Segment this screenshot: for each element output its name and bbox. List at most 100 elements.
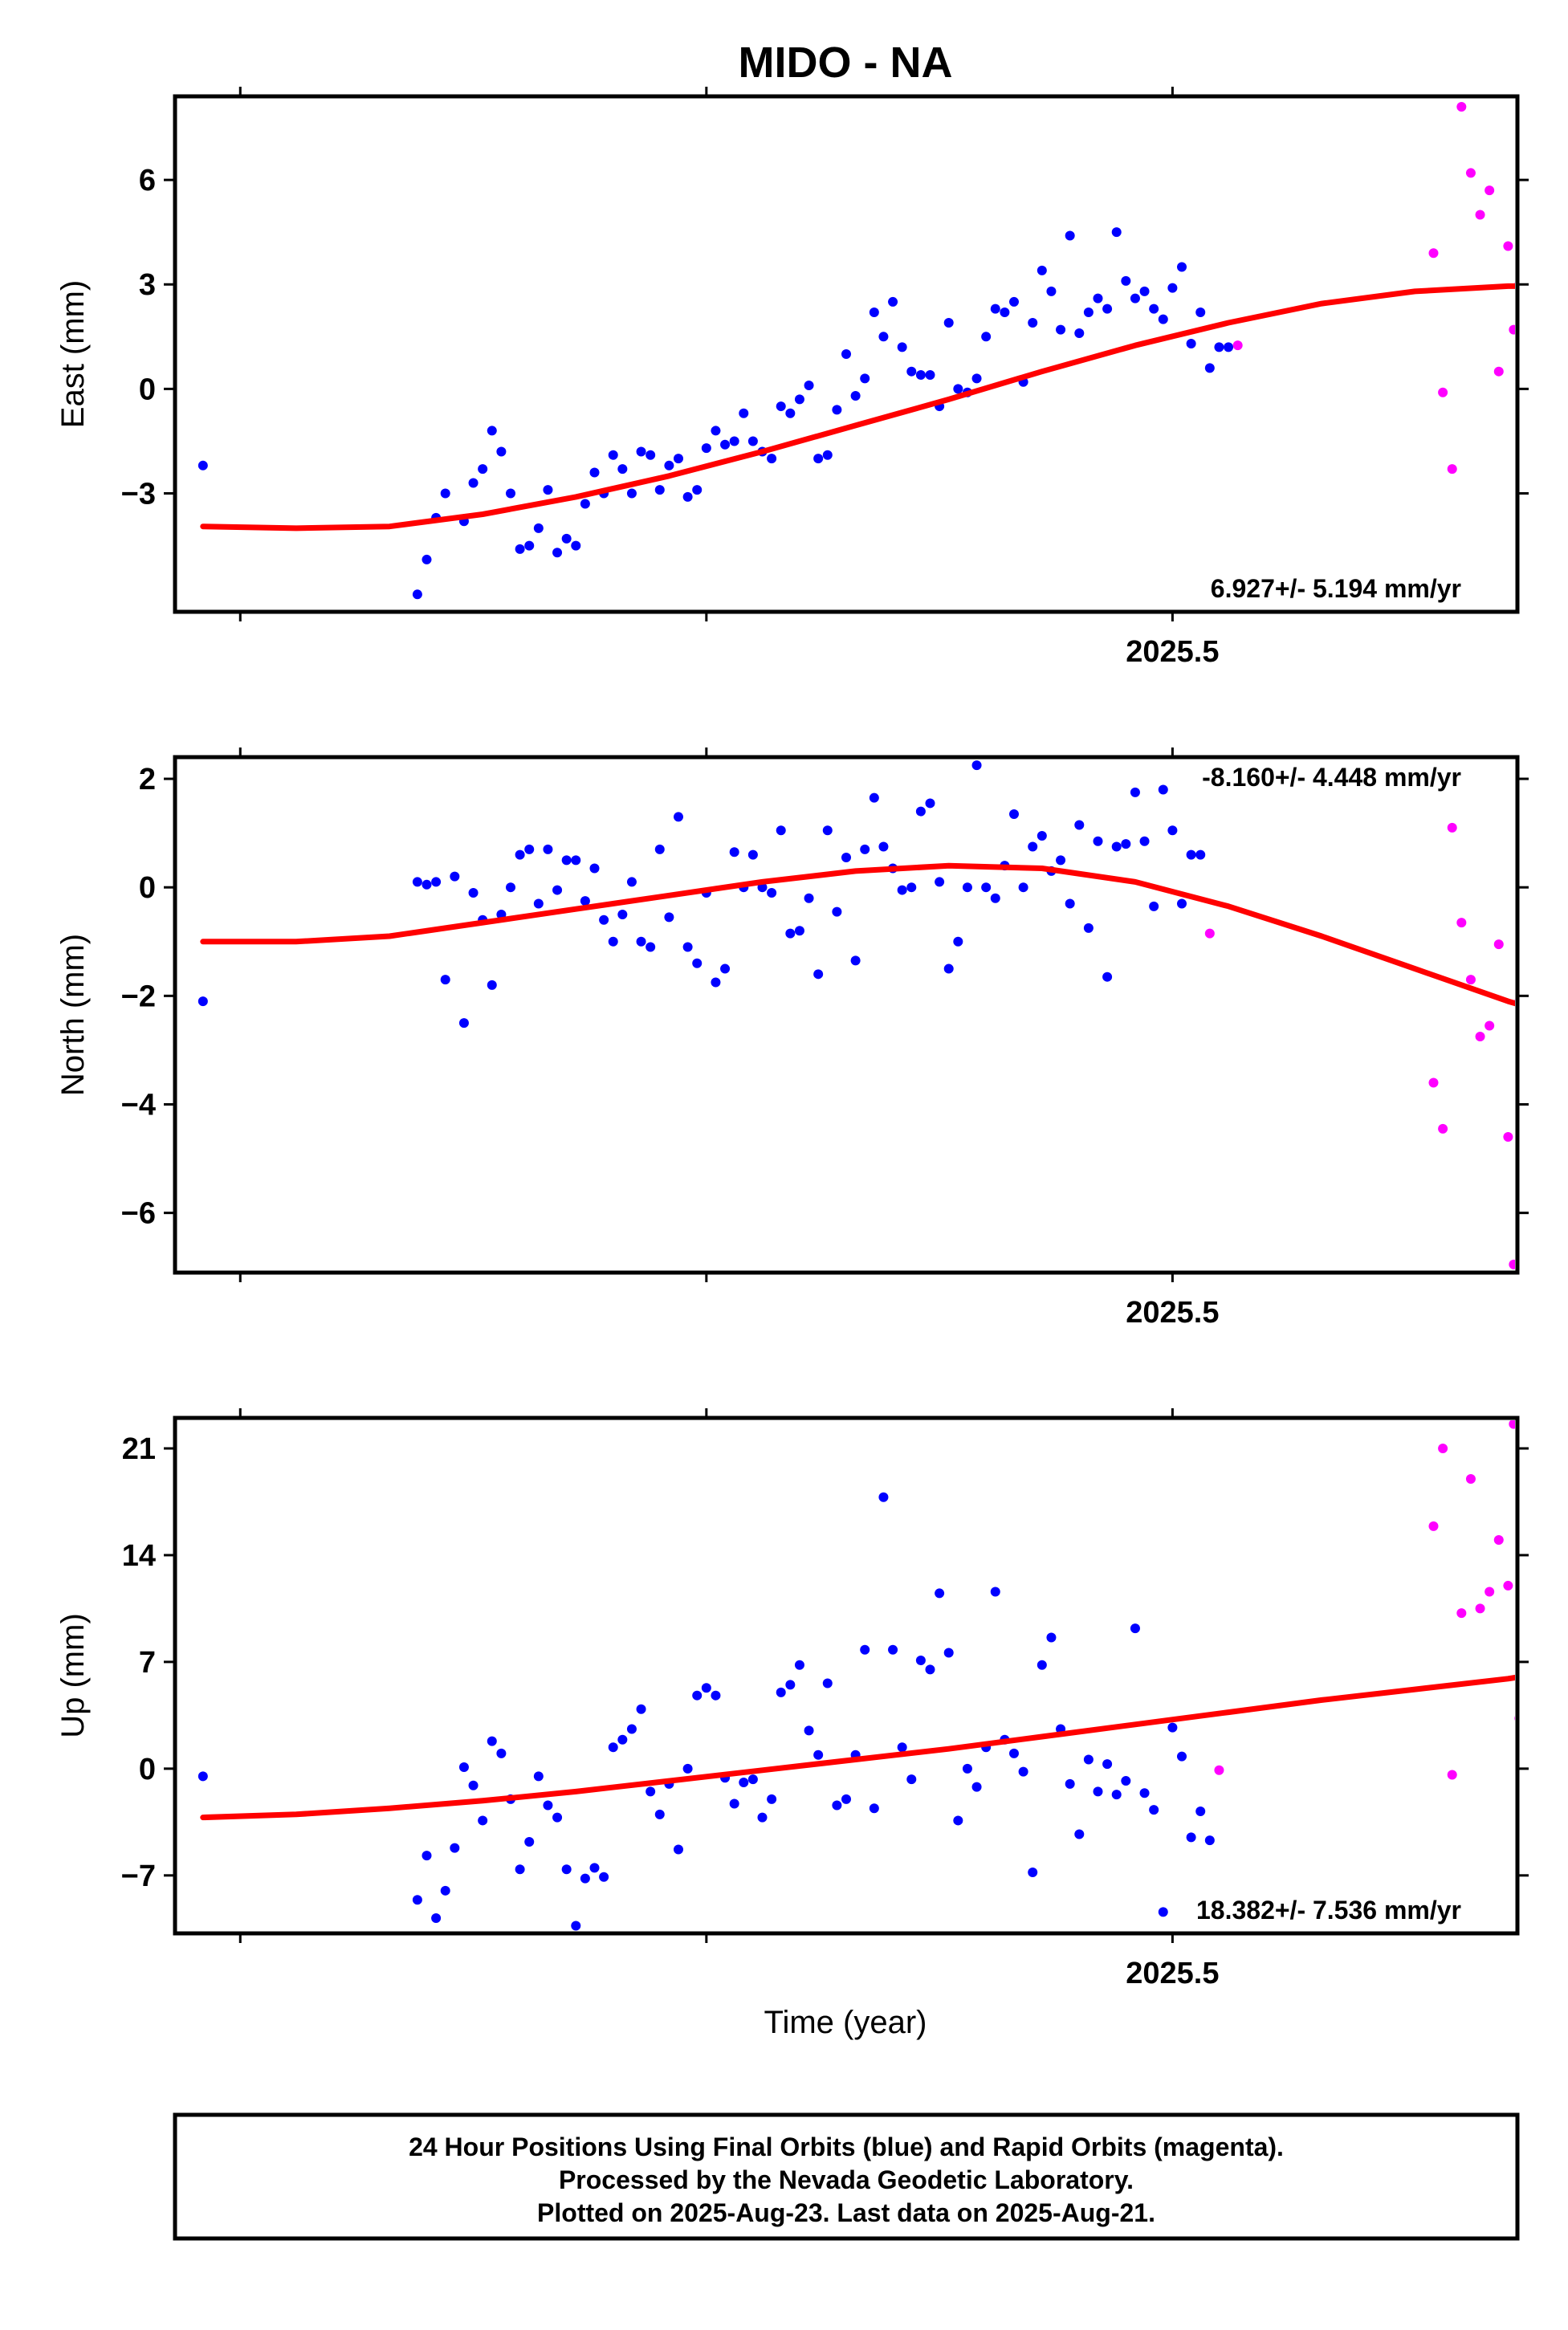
final-orbit-point [1195, 849, 1206, 860]
final-orbit-point [841, 1794, 851, 1804]
final-orbit-point [543, 485, 553, 495]
final-orbit-point [935, 877, 945, 887]
final-orbit-point [1009, 296, 1019, 307]
final-orbit-point [692, 1690, 703, 1701]
final-orbit-point [971, 1782, 982, 1792]
rapid-orbit-point [1438, 387, 1448, 397]
final-orbit-point [646, 1786, 656, 1797]
final-orbit-point [1102, 972, 1113, 982]
panel-east: 2025.5 6 3 0 −3 East (mm) 6.927+/- 5.194 mm/yr [55, 87, 1529, 669]
final-orbit-point [794, 926, 804, 936]
final-orbit-point [747, 436, 758, 446]
final-orbit-point [524, 540, 535, 551]
final-orbit-point [720, 963, 731, 974]
final-orbit-point [1065, 230, 1075, 241]
final-orbit-point [832, 1800, 842, 1811]
final-orbit-point [860, 1644, 870, 1655]
final-orbit-point [1093, 836, 1103, 846]
final-orbit-point [589, 467, 600, 478]
final-orbit-point [915, 806, 926, 817]
final-orbit-point [739, 1777, 749, 1787]
rapid-orbit-point [1493, 939, 1504, 950]
rapid-orbit-point [1509, 324, 1515, 335]
final-orbit-point [897, 342, 907, 352]
final-orbit-point [739, 408, 749, 418]
final-orbit-point [599, 1872, 609, 1882]
rapid-orbit-point [1485, 1587, 1495, 1597]
final-orbit-point [1037, 1660, 1047, 1670]
final-orbit-point [692, 485, 703, 495]
final-orbit-point [1102, 1759, 1113, 1770]
final-orbit-point [1028, 317, 1038, 328]
final-orbit-point [422, 554, 432, 564]
final-orbit-point [869, 1803, 879, 1814]
final-orbit-point [198, 996, 208, 1007]
final-orbit-point [971, 760, 982, 771]
final-orbit-point [813, 969, 824, 980]
y-tick-label: 6 [139, 164, 156, 198]
final-orbit-point [794, 1660, 804, 1670]
final-orbit-point [1130, 1623, 1140, 1634]
final-orbit-point [804, 1725, 814, 1736]
final-orbit-point [822, 825, 833, 836]
final-orbit-point [1121, 839, 1131, 849]
final-orbit-point [888, 1644, 898, 1655]
final-orbit-point [626, 488, 637, 499]
caption-line-1: 24 Hour Positions Using Final Orbits (bl… [409, 2132, 1284, 2161]
final-orbit-point [878, 841, 889, 852]
plot-area [198, 1420, 1515, 1931]
rapid-orbit-point [1503, 241, 1513, 251]
velocity-label: 18.382+/- 7.536 mm/yr [1196, 1896, 1461, 1925]
final-orbit-point [990, 893, 1000, 903]
final-orbit-point [729, 436, 739, 446]
final-orbit-point [1028, 1868, 1038, 1878]
final-orbit-point [841, 349, 851, 359]
final-orbit-point [850, 955, 861, 966]
final-orbit-point [1056, 324, 1066, 335]
y-tick-label: 0 [139, 871, 156, 905]
final-orbit-point [711, 426, 721, 436]
final-orbit-point [1083, 1754, 1094, 1765]
final-orbit-point [1046, 286, 1057, 296]
final-orbit-point [450, 871, 460, 882]
final-orbit-point [888, 296, 898, 307]
final-orbit-point [412, 877, 422, 887]
final-orbit-point [412, 589, 422, 600]
final-orbit-point [636, 936, 646, 947]
final-orbit-point [1224, 342, 1234, 352]
final-orbit-point [468, 1780, 479, 1790]
final-orbit-point [701, 443, 711, 454]
final-orbit-point [1000, 307, 1010, 317]
final-orbit-point [747, 849, 758, 860]
rapid-orbit-point [1214, 1765, 1224, 1775]
rapid-orbit-point [1485, 1020, 1495, 1031]
final-orbit-point [431, 877, 442, 887]
final-orbit-point [785, 408, 796, 418]
final-orbit-point [682, 491, 693, 502]
final-orbit-point [767, 454, 777, 464]
final-orbit-point [589, 1863, 600, 1873]
final-orbit-point [580, 896, 590, 906]
fit-curve [200, 1674, 1515, 1821]
final-orbit-point [654, 844, 665, 854]
plot-frame [173, 1416, 1520, 1936]
rapid-orbit-point [1438, 1123, 1448, 1134]
y-tick-label: −7 [121, 1860, 156, 1893]
final-orbit-point [1177, 262, 1187, 272]
final-orbit-point [925, 798, 935, 809]
velocity-label: 6.927+/- 5.194 mm/yr [1211, 574, 1461, 603]
final-orbit-point [533, 1771, 544, 1782]
final-orbit-point [860, 373, 870, 384]
final-orbit-point [906, 882, 917, 893]
final-orbit-point [981, 332, 992, 342]
final-orbit-point [636, 446, 646, 457]
y-tick-label: −6 [121, 1197, 156, 1231]
final-orbit-point [692, 958, 703, 968]
y-tick-label: 21 [122, 1432, 156, 1466]
final-orbit-point [729, 1798, 739, 1809]
final-orbit-point [440, 488, 450, 499]
final-orbit-point [515, 1864, 525, 1875]
final-orbit-point [813, 454, 824, 464]
final-orbit-point [1177, 1751, 1187, 1762]
